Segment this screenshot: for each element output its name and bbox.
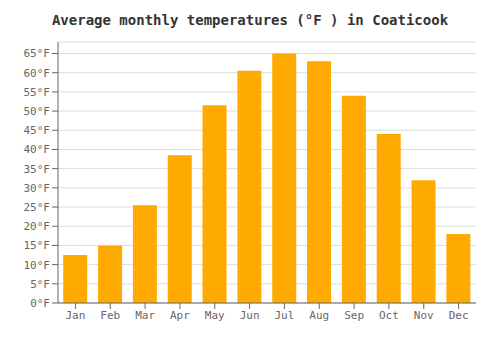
- svg-text:35°F: 35°F: [24, 163, 51, 176]
- svg-text:Sep: Sep: [344, 309, 364, 322]
- svg-text:0°F: 0°F: [30, 297, 50, 310]
- svg-text:30°F: 30°F: [24, 182, 51, 195]
- svg-text:Jul: Jul: [274, 309, 294, 322]
- svg-text:Apr: Apr: [170, 309, 190, 322]
- svg-text:15°F: 15°F: [24, 239, 51, 252]
- svg-text:20°F: 20°F: [24, 220, 51, 233]
- svg-text:40°F: 40°F: [24, 143, 51, 156]
- svg-text:Oct: Oct: [379, 309, 399, 322]
- svg-text:Aug: Aug: [309, 309, 329, 322]
- html-text:Average monthly temperatures (: Average monthly temperatures (°F ) in Co…: [51, 12, 449, 28]
- svg-text:60°F: 60°F: [24, 67, 51, 80]
- svg-text:55°F: 55°F: [24, 86, 51, 99]
- svg-text:Feb: Feb: [100, 309, 120, 322]
- svg-text:25°F: 25°F: [24, 201, 51, 214]
- svg-text:65°F: 65°F: [24, 47, 51, 60]
- svg-text:45°F: 45°F: [24, 124, 51, 137]
- svg-text:Jan: Jan: [65, 309, 85, 322]
- svg-text:Mar: Mar: [135, 309, 155, 322]
- svg-text:50°F: 50°F: [24, 105, 51, 118]
- svg-text:Nov: Nov: [414, 309, 434, 322]
- svg-text:10°F: 10°F: [24, 259, 51, 272]
- svg-text:5°F: 5°F: [30, 278, 50, 291]
- svg-text:Jun: Jun: [240, 309, 260, 322]
- svg-text:Dec: Dec: [449, 309, 469, 322]
- svg-text:May: May: [205, 309, 225, 322]
